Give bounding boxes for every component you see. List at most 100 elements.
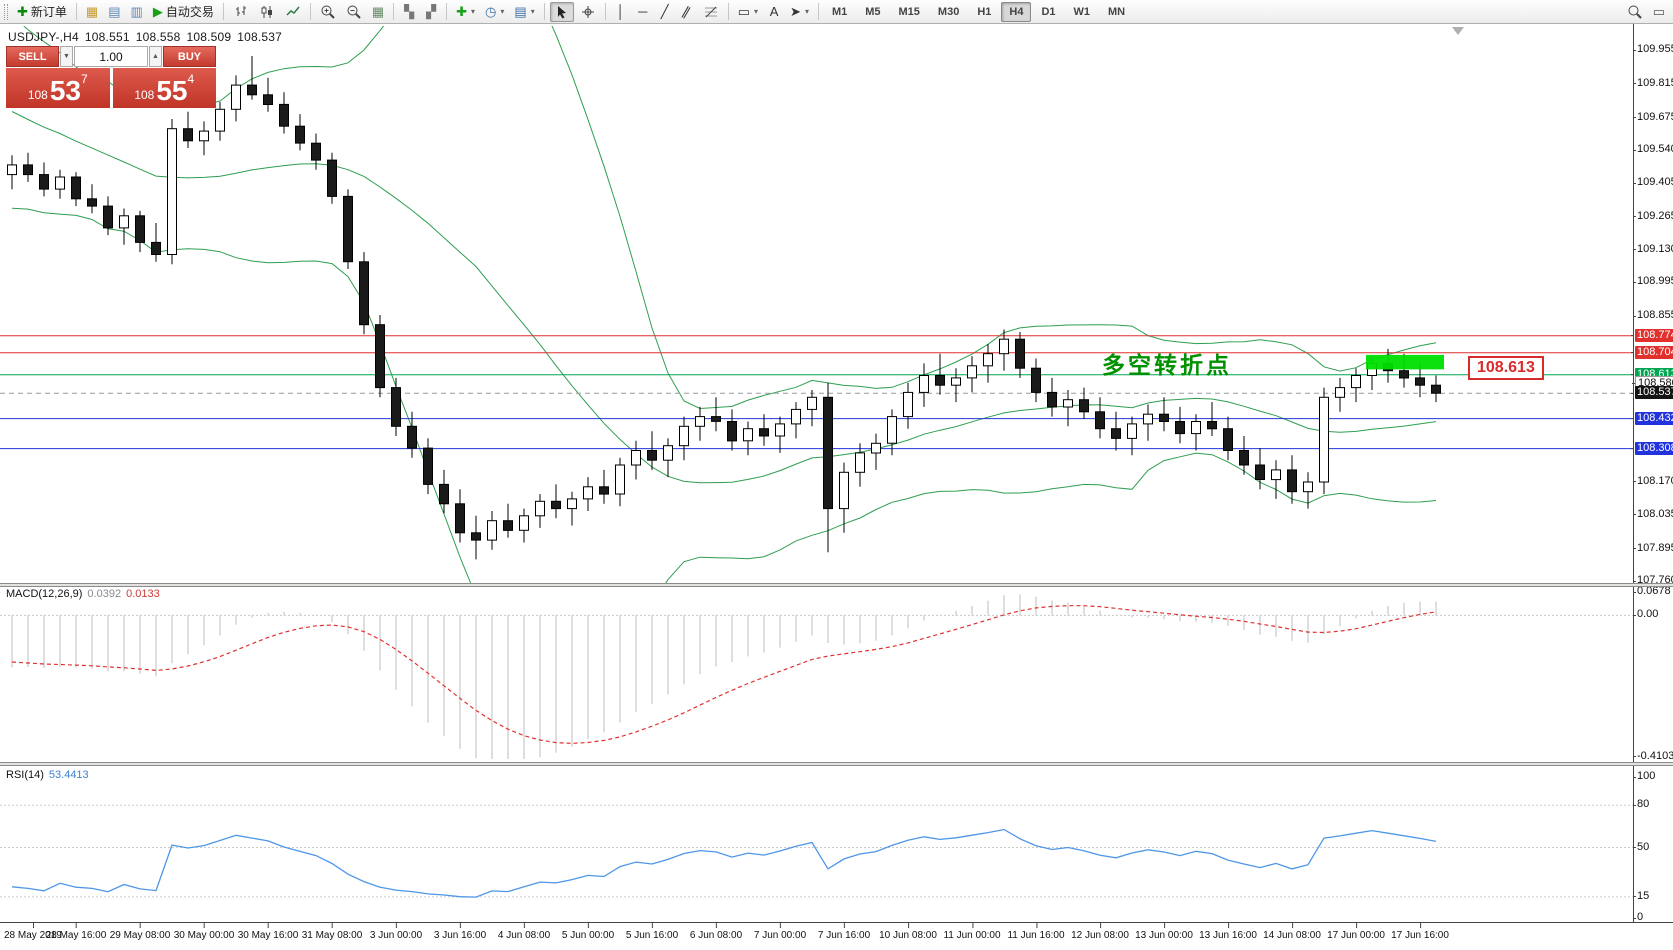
sell-button[interactable]: SELL [6, 46, 59, 67]
auto-trading-button: ▶ [152, 3, 163, 19]
workspace-icon: ▭ [1652, 3, 1665, 19]
navigator-icon[interactable]: ▥ [127, 2, 147, 22]
volume-increase-button[interactable]: ▲ [149, 46, 162, 67]
time-axis-label: 5 Jun 00:00 [561, 923, 615, 941]
price-axis-label-108.308: 108.308 [1631, 441, 1673, 455]
search-icon[interactable] [1623, 2, 1647, 22]
buy-price-handle: 108 [134, 88, 155, 102]
candlestick-icon[interactable] [255, 2, 279, 22]
ohlc-bars-icon[interactable] [229, 2, 253, 22]
time-axis-label: 3 Jun 00:00 [369, 923, 423, 941]
zoom-in-icon[interactable] [316, 2, 340, 22]
time-axis-label: 7 Jun 00:00 [753, 923, 807, 941]
time-axis[interactable]: 28 May 2019 28 May 16:00 29 May 08:00 30 Ma… [0, 922, 1673, 950]
horizontal-line-icon[interactable]: ─ [633, 2, 653, 22]
time-axis-label: 13 Jun 00:00 [1135, 923, 1193, 941]
time-axis-label: 6 Jun 08:00 [689, 923, 743, 941]
periods-icon: ◷ [485, 3, 497, 19]
shapes-icon[interactable]: ▭ ▾ [734, 2, 762, 22]
sell-price-pips: 53 [49, 75, 81, 106]
price-axis-label-108.774: 108.774 [1631, 328, 1673, 342]
rsi-panel-divider[interactable] [0, 762, 1673, 766]
macd-panel-divider[interactable] [0, 583, 1673, 587]
toolbar-handle[interactable] [4, 3, 8, 20]
channel-icon[interactable]: ∥ [677, 2, 697, 22]
price-axis-label-108.855: 108.855 [1633, 309, 1673, 322]
periods-icon[interactable]: ◷ ▾ [481, 2, 508, 22]
time-axis-label: 13 Jun 16:00 [1199, 923, 1257, 941]
ohlc-low: 108.509 [186, 30, 232, 44]
tile-windows-icon: ▚ [404, 3, 415, 19]
templates-icon: ▤ [514, 3, 527, 19]
cascade-windows-icon[interactable]: ▞ [421, 2, 441, 22]
candles [7, 56, 1441, 560]
vertical-line-icon[interactable]: │ [611, 2, 631, 22]
toolbar-separator [446, 3, 448, 20]
volume-decrease-button[interactable]: ▼ [60, 46, 73, 67]
workspace-icon[interactable]: ▭ [1649, 2, 1669, 22]
timeframe-mn[interactable]: MN [1108, 5, 1126, 18]
chevron-down-icon: ▾ [754, 7, 759, 16]
price-axis-label-109.265: 109.265 [1633, 210, 1673, 223]
price-axis-label-100: 100 [1632, 770, 1656, 782]
auto-trading-button[interactable]: ▶ 自动交易 [149, 2, 218, 22]
crosshair-icon[interactable] [576, 2, 600, 22]
time-axis-label: 29 May 08:00 [109, 923, 171, 941]
chart-shift-marker[interactable] [1452, 27, 1464, 35]
buy-button[interactable]: BUY [163, 46, 216, 67]
indicators-icon[interactable]: ✚ ▾ [452, 2, 479, 22]
volume-input[interactable]: 1.00 [74, 46, 148, 67]
price-axis-label-109.130: 109.130 [1633, 243, 1673, 256]
zoom-out-icon[interactable] [342, 2, 366, 22]
ohlc-high: 108.558 [135, 30, 181, 44]
price-callout-label[interactable]: 108.613 [1468, 356, 1544, 380]
sell-price-point: 7 [81, 72, 88, 86]
fibonacci-icon[interactable] [699, 2, 723, 22]
chart-annotation-text[interactable]: 多空转折点 [1102, 352, 1232, 378]
price-axis[interactable]: 109.955 109.815 109.675 109.540 109.405 109.2… [1631, 24, 1673, 923]
timeframe-m5[interactable]: M5 [865, 5, 881, 18]
toolbar-separator [393, 3, 395, 20]
grid-icon[interactable]: ▦ [368, 2, 388, 22]
toolbar-separator [543, 3, 545, 20]
timeframe-m30[interactable]: M30 [937, 5, 960, 18]
price-axis-label-0.0678: 0.0678 [1633, 585, 1671, 597]
trendline-icon: ╱ [660, 3, 669, 19]
timeframe-d1[interactable]: D1 [1041, 5, 1056, 18]
timeframe-w1[interactable]: W1 [1073, 5, 1091, 18]
one-click-trading-widget: SELL ▼ 1.00 ▲ BUY 108 53 7 108 55 4 [6, 46, 216, 108]
tile-windows-icon[interactable]: ▚ [399, 2, 419, 22]
price-axis-label-109.675: 109.675 [1633, 111, 1673, 124]
data-window-icon: ▤ [108, 3, 121, 19]
new-order-button-label: 新订单 [30, 5, 67, 19]
text-icon[interactable]: A [764, 2, 784, 22]
timeframe-h4[interactable]: H4 [1001, 1, 1032, 22]
price-axis-label-108.537: 108.537 [1631, 386, 1673, 400]
market-watch-icon[interactable]: ▦ [82, 2, 102, 22]
toolbar-separator [75, 3, 77, 20]
macd-name: MACD(12,26,9) [6, 588, 83, 600]
buy-price-button[interactable]: 108 55 4 [112, 68, 216, 108]
line-chart-icon[interactable] [281, 2, 305, 22]
sell-price-button[interactable]: 108 53 7 [6, 68, 110, 108]
market-watch-icon: ▦ [85, 3, 99, 19]
time-axis-label: 31 May 08:00 [301, 923, 363, 941]
new-order-button[interactable]: ✚ 新订单 [13, 2, 71, 22]
timeframe-m15[interactable]: M15 [898, 5, 920, 18]
arrows-icon[interactable]: ➤ ▾ [786, 2, 813, 22]
highlight-zone[interactable] [1366, 354, 1444, 370]
time-axis-label: 5 Jun 16:00 [625, 923, 679, 941]
timeframe-h1[interactable]: H1 [977, 5, 992, 18]
timeframe-m1[interactable]: M1 [831, 5, 848, 18]
symbol-header: USDJPY-,H4 108.551 108.558 108.509 108.537 [8, 30, 288, 44]
cursor-icon[interactable] [549, 1, 574, 22]
toolbar-separator [604, 3, 606, 20]
time-axis-label: 30 May 00:00 [173, 923, 235, 941]
templates-icon[interactable]: ▤ ▾ [510, 2, 538, 22]
data-window-icon[interactable]: ▤ [104, 2, 124, 22]
price-axis-label-109.815: 109.815 [1633, 77, 1673, 90]
channel-icon: ∥ [680, 2, 694, 20]
trendline-icon[interactable]: ╱ [655, 2, 675, 22]
navigator-icon: ▥ [130, 3, 143, 19]
